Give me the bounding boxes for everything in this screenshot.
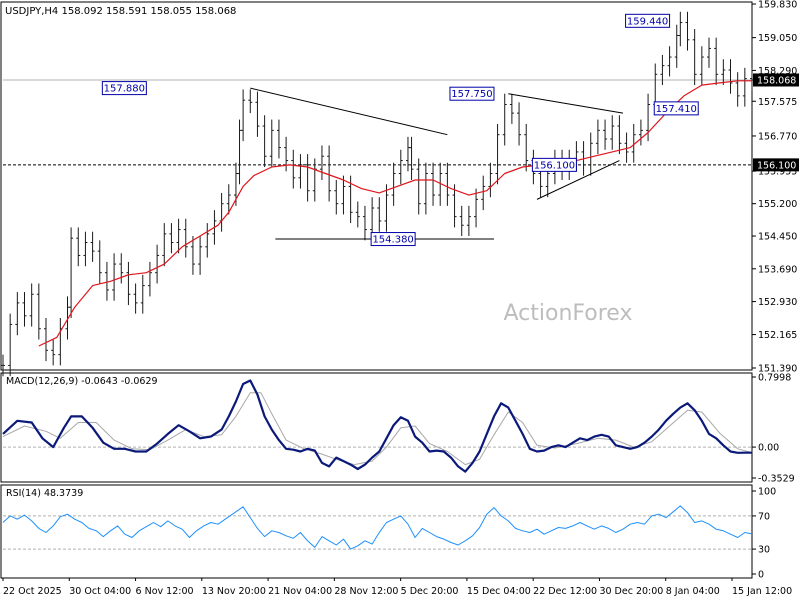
level-price-tag bbox=[753, 158, 799, 172]
price-annotation-label: 154.380 bbox=[372, 235, 413, 246]
rsi-title: RSI(14) 48.3739 bbox=[6, 488, 83, 499]
current-price-tag bbox=[753, 73, 799, 87]
watermark-text: ActionForex bbox=[504, 301, 633, 326]
price-tick-label: 154.450 bbox=[758, 232, 797, 243]
macd-tick-label: -0.3529 bbox=[758, 474, 795, 485]
macd-panel-frame bbox=[0, 372, 753, 483]
price-panel-frame bbox=[0, 1, 753, 371]
moving-average-line bbox=[38, 80, 752, 347]
rsi-tick-label: 0 bbox=[758, 570, 764, 581]
current-price-tag-label: 158.068 bbox=[757, 75, 796, 86]
price-annotation-label: 159.440 bbox=[627, 16, 668, 27]
x-axis-label: 30 Dec 20:00 bbox=[599, 586, 663, 597]
x-axis-label: 21 Nov 04:00 bbox=[268, 586, 332, 597]
x-axis-label: 13 Nov 20:00 bbox=[202, 586, 266, 597]
price-annotation-box bbox=[625, 13, 671, 28]
rsi-line bbox=[2, 505, 753, 550]
price-tick-label: 159.830 bbox=[758, 0, 797, 11]
price-annotation-box bbox=[449, 86, 495, 101]
rsi-tick-label: 30 bbox=[758, 545, 770, 556]
price-annotation-label: 157.410 bbox=[656, 104, 697, 115]
x-axis-label: 28 Nov 12:00 bbox=[334, 586, 398, 597]
x-axis-label: 30 Oct 04:00 bbox=[69, 586, 131, 597]
x-axis-label: 15 Dec 04:00 bbox=[467, 586, 531, 597]
macd-title: MACD(12,26,9) -0.0643 -0.0629 bbox=[6, 376, 158, 387]
price-annotation-box bbox=[101, 81, 147, 96]
trendline bbox=[536, 160, 620, 200]
price-annotation-box bbox=[531, 157, 577, 172]
x-axis-label: 22 Dec 12:00 bbox=[533, 586, 597, 597]
rsi-tick-label: 100 bbox=[758, 487, 776, 498]
level-price-tag-label: 156.100 bbox=[757, 160, 796, 171]
price-tick-label: 158.290 bbox=[758, 66, 797, 77]
macd-tick-label: 0.00 bbox=[758, 443, 779, 454]
x-axis-label: 5 Dec 20:00 bbox=[401, 586, 459, 597]
rsi-panel-frame bbox=[0, 484, 753, 579]
price-annotation-label: 157.880 bbox=[104, 84, 145, 95]
macd-tick-label: 0.7998 bbox=[758, 373, 791, 384]
price-tick-label: 151.390 bbox=[758, 364, 797, 375]
rsi-tick-label: 70 bbox=[758, 511, 770, 522]
price-tick-label: 155.955 bbox=[758, 167, 797, 178]
chart-header-symbol: USDJPY,H4 158.092 158.591 158.055 158.06… bbox=[5, 6, 236, 17]
x-axis-label: 15 Jan 12:00 bbox=[732, 586, 792, 597]
price-annotation-box bbox=[653, 101, 699, 116]
price-tick-label: 152.930 bbox=[758, 297, 797, 308]
price-annotation-box bbox=[370, 232, 416, 247]
x-axis-label: 22 Oct 2025 bbox=[3, 586, 62, 597]
price-annotation-label: 157.750 bbox=[451, 89, 492, 100]
price-tick-label: 159.050 bbox=[758, 33, 797, 44]
price-tick-label: 153.690 bbox=[758, 264, 797, 275]
x-axis-label: 6 Nov 12:00 bbox=[136, 586, 194, 597]
price-tick-label: 155.200 bbox=[758, 199, 797, 210]
price-tick-label: 152.165 bbox=[758, 330, 797, 341]
macd-signal-line bbox=[2, 392, 753, 466]
macd-line bbox=[2, 379, 752, 473]
price-tick-label: 157.575 bbox=[758, 97, 797, 108]
price-tick-label: 156.770 bbox=[758, 131, 797, 142]
x-axis-label: 8 Jan 04:00 bbox=[666, 586, 720, 597]
trendline bbox=[250, 87, 448, 136]
price-annotation-label: 156.100 bbox=[534, 160, 575, 171]
trendline bbox=[508, 93, 624, 114]
